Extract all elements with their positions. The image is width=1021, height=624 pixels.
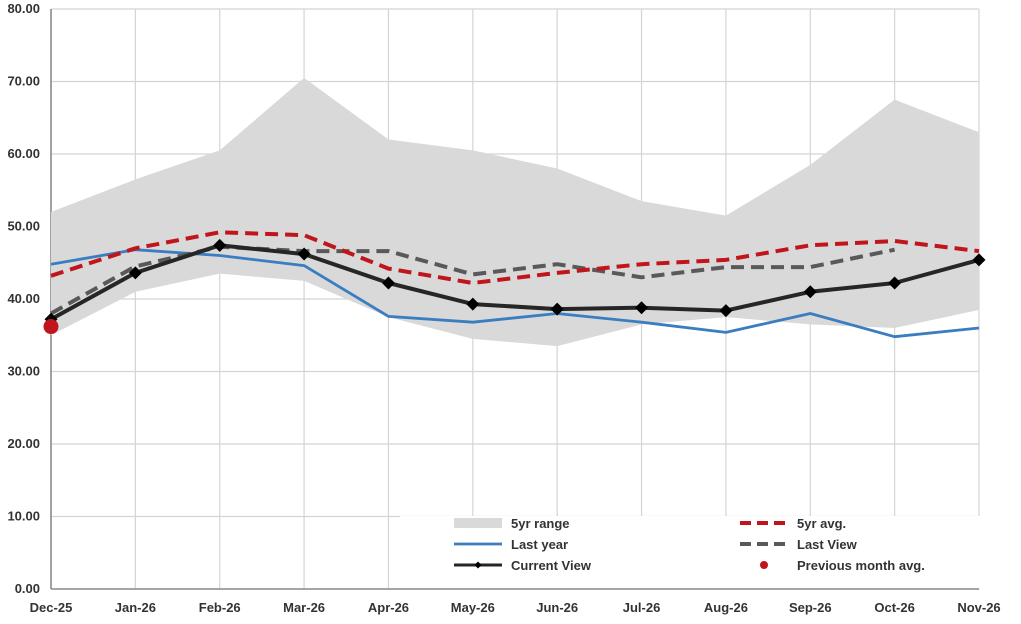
legend-label: Current View [511, 558, 592, 573]
x-tick-label: May-26 [451, 600, 495, 615]
legend-label: 5yr range [511, 516, 570, 531]
y-tick-label: 10.00 [7, 509, 40, 524]
current-view-point [128, 266, 142, 280]
series-lines [50, 230, 980, 339]
legend-swatch-previous-month-avg [760, 561, 768, 569]
series-line-5yr-avg [50, 230, 980, 285]
current-view-point [381, 276, 395, 290]
y-axis-ticks: 0.00 10.00 20.00 30.00 40.00 50.00 60.00 70.00 8… [7, 1, 40, 596]
x-tick-label: Apr-26 [368, 600, 409, 615]
x-tick-label: Dec-25 [30, 600, 73, 615]
current-view-point [635, 301, 649, 315]
legend-label: Last View [797, 537, 858, 552]
x-tick-label: Nov-26 [957, 600, 1000, 615]
previous-month-avg-point [43, 319, 59, 335]
legend-swatch-5yr-range [454, 518, 502, 528]
x-tick-label: Feb-26 [199, 600, 241, 615]
series-line-current-view [50, 243, 980, 322]
x-tick-label: Sep-26 [789, 600, 832, 615]
x-tick-label: Jun-26 [536, 600, 578, 615]
x-tick-label: Jul-26 [623, 600, 661, 615]
current-view-point [213, 238, 227, 252]
current-view-point [888, 276, 902, 290]
x-tick-label: Mar-26 [283, 600, 325, 615]
y-tick-label: 30.00 [7, 364, 40, 379]
y-tick-label: 20.00 [7, 436, 40, 451]
legend-label: 5yr avg. [797, 516, 846, 531]
current-view-point [972, 253, 986, 267]
y-tick-label: 50.00 [7, 219, 40, 234]
legend-marker-current-view [474, 561, 482, 569]
series-line-last-year [50, 248, 980, 339]
x-tick-label: Jan-26 [115, 600, 156, 615]
x-tick-label: Oct-26 [874, 600, 914, 615]
y-tick-label: 80.00 [7, 1, 40, 16]
y-tick-label: 60.00 [7, 146, 40, 161]
y-tick-label: 40.00 [7, 291, 40, 306]
current-view-point [297, 247, 311, 261]
x-tick-label: Aug-26 [704, 600, 748, 615]
legend-label: Last year [511, 537, 568, 552]
range-band-group [51, 77, 979, 347]
current-view-point [719, 304, 733, 318]
legend: 5yr range 5yr avg. Last year Last View Curre… [400, 516, 980, 588]
y-tick-label: 0.00 [15, 581, 40, 596]
legend-label: Previous month avg. [797, 558, 925, 573]
series-markers [43, 238, 986, 335]
y-tick-label: 70.00 [7, 74, 40, 89]
current-view-point [466, 297, 480, 311]
x-axis-ticks: Dec-25 Jan-26 Feb-26 Mar-26 Apr-26 May-26 Jun-… [30, 600, 1001, 615]
current-view-point [550, 302, 564, 316]
range-band [51, 77, 979, 347]
series-line-last-view [50, 244, 896, 316]
current-view-point [803, 285, 817, 299]
